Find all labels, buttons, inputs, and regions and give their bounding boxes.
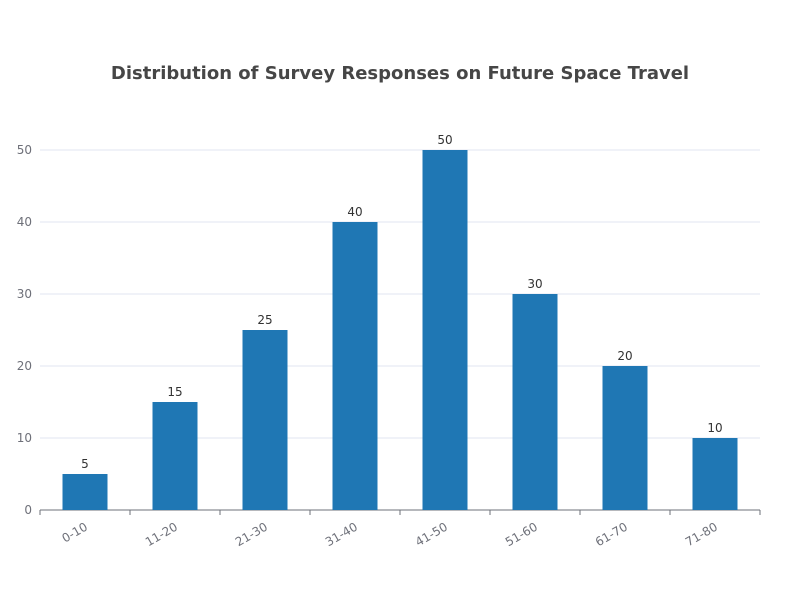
bar-51-60 [512, 294, 558, 510]
bar-61-70 [602, 366, 648, 510]
bar-71-80 [692, 438, 738, 510]
data-label: 10 [707, 421, 722, 435]
x-tick-label: 71-80 [683, 520, 720, 550]
bar-21-30 [242, 330, 288, 510]
x-tick-label: 61-70 [593, 520, 630, 550]
data-label: 5 [81, 457, 89, 471]
chart-title: Distribution of Survey Responses on Futu… [111, 63, 689, 84]
x-tick-label: 41-50 [413, 520, 450, 550]
bar-31-40 [332, 222, 378, 510]
data-label: 15 [167, 385, 182, 399]
data-label: 50 [437, 133, 452, 147]
y-tick-label: 30 [17, 287, 32, 301]
bar-41-50 [422, 150, 468, 510]
x-tick-label: 11-20 [143, 520, 180, 550]
x-tick-label: 21-30 [233, 520, 270, 550]
x-tick-label: 51-60 [503, 520, 540, 550]
y-tick-label: 10 [17, 431, 32, 445]
data-label: 40 [347, 205, 362, 219]
bar-0-10 [62, 474, 108, 510]
data-label: 30 [527, 277, 542, 291]
axes: 0 10 20 30 40 50 0-10 11-20 21-30 31-40 41-50 51-60… [17, 143, 761, 550]
y-tick-label: 50 [17, 143, 32, 157]
y-tick-label: 20 [17, 359, 32, 373]
data-label: 25 [257, 313, 272, 327]
grid-lines [40, 149, 760, 439]
data-labels: 5 15 25 40 50 30 20 10 [81, 133, 722, 471]
data-label: 20 [617, 349, 632, 363]
x-tick-label: 0-10 [59, 520, 90, 546]
y-tick-label: 40 [17, 215, 32, 229]
x-tick-label: 31-40 [323, 520, 360, 550]
bars [62, 150, 738, 510]
y-tick-label: 0 [24, 503, 32, 517]
bar-11-20 [152, 402, 198, 510]
